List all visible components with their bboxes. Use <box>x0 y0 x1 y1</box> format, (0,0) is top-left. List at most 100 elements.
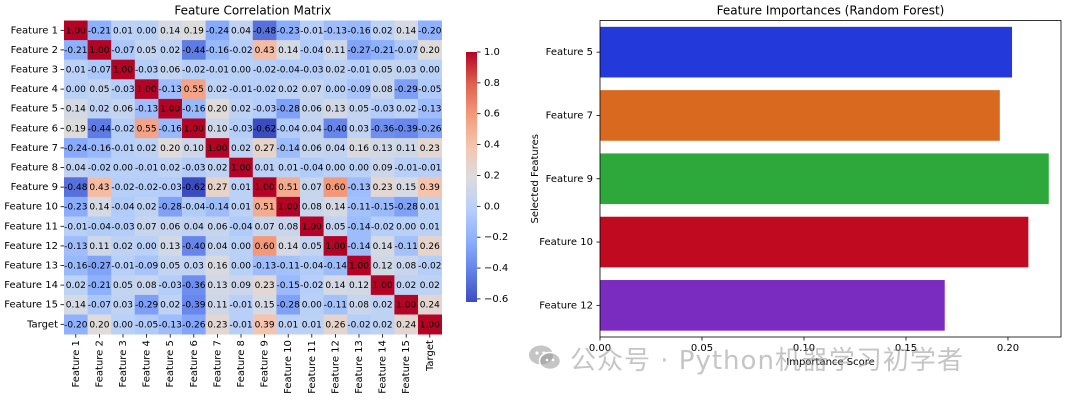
heatmap-cell <box>64 79 88 100</box>
heatmap-cell <box>418 20 442 41</box>
heatmap-cell <box>229 138 254 159</box>
heatmap-cell-label: 0.13 <box>373 144 393 154</box>
heatmap-cell-label: -0.16 <box>206 46 230 56</box>
heatmap-cell <box>370 118 395 139</box>
heatmap-cell-label: -0.16 <box>159 124 183 134</box>
heatmap-cell-label: -0.02 <box>135 183 158 193</box>
heatmap-cell-label: -0.04 <box>300 46 324 56</box>
heatmap-cell <box>323 20 348 41</box>
heatmap-cell <box>111 40 136 61</box>
heatmap-cell-label: 0.03 <box>184 262 204 272</box>
heatmap-cell-label: -0.04 <box>229 222 253 232</box>
heatmap-cell <box>276 98 301 119</box>
heatmap-cell-label: -0.01 <box>229 301 252 311</box>
heatmap-cell-label: 0.26 <box>325 320 345 330</box>
heatmap-cell-label: 0.12 <box>373 262 393 272</box>
heatmap-cell-label: 1.00 <box>137 85 157 95</box>
heatmap-cell-label: 1.00 <box>278 203 298 213</box>
heatmap-cell-label: -0.36 <box>371 124 395 134</box>
heatmap-cell <box>205 255 230 276</box>
heatmap-cell <box>370 255 395 276</box>
heatmap-cell <box>111 255 136 276</box>
heatmap-cell-label: -0.16 <box>88 144 112 154</box>
heatmap-cell-label: 0.08 <box>137 281 157 291</box>
heatmap-cell <box>205 294 230 315</box>
heatmap-cell <box>229 98 254 119</box>
heatmap-cell <box>323 314 348 335</box>
heatmap-cell <box>276 294 301 315</box>
heatmap-cell-label: 0.02 <box>373 320 393 330</box>
heatmap-cell-label: -0.28 <box>277 301 301 311</box>
heatmap-cell-label: 1.00 <box>184 124 204 134</box>
heatmap-cell-label: 1.00 <box>113 66 133 76</box>
heatmap-cell-label: 0.16 <box>207 262 227 272</box>
heatmap-cell-label: 0.05 <box>137 46 157 56</box>
heatmap-cell <box>229 40 254 61</box>
heatmap-cell <box>111 157 136 178</box>
heatmap-cell <box>252 236 277 257</box>
heatmap-cell-label: 0.09 <box>373 164 393 174</box>
heatmap-cell-label: 0.01 <box>231 203 251 213</box>
heatmap-cell <box>134 40 159 61</box>
heatmap-cell-label: -0.28 <box>395 203 419 213</box>
heatmap-cell-label: 0.23 <box>207 320 227 330</box>
colorbar-tick-label: 0.2 <box>484 170 500 181</box>
heatmap-cell-label: 0.02 <box>160 164 180 174</box>
heatmap-cell <box>182 314 206 335</box>
heatmap-cell-label: -0.15 <box>371 203 394 213</box>
heatmap-cell <box>158 138 183 159</box>
watermark-text: 公众号 · Python机器学习初学者 <box>570 345 964 376</box>
heatmap-cell <box>182 98 206 119</box>
heatmap-cell-label: 0.00 <box>325 164 345 174</box>
importance-bar <box>600 280 945 331</box>
heatmap-col-label: Feature 13 <box>354 340 365 394</box>
wechat-icon <box>529 345 562 371</box>
heatmap-cell <box>64 138 88 159</box>
heatmap-cell <box>111 314 136 335</box>
heatmap-cell-label: -0.23 <box>64 203 87 213</box>
heatmap-cell <box>87 118 112 139</box>
heatmap-cell-label: -0.29 <box>395 85 419 95</box>
heatmap-cell <box>347 196 372 217</box>
heatmap-cell-label: -0.13 <box>418 105 441 115</box>
heatmap-cell <box>182 79 206 100</box>
heatmap-cell <box>323 79 348 100</box>
heatmap-cell <box>300 255 324 276</box>
heatmap-cell <box>134 314 159 335</box>
plot-frame <box>599 20 1062 338</box>
heatmap-cell <box>394 275 419 296</box>
heatmap-cell-label: 0.02 <box>137 203 157 213</box>
heatmap-cell <box>87 79 112 100</box>
heatmap-cell-label: 0.03 <box>396 66 416 76</box>
heatmap-cell-label: 0.02 <box>420 281 440 291</box>
heatmap-cell-label: 0.01 <box>231 183 251 193</box>
heatmap-cell-label: -0.13 <box>159 320 182 330</box>
heatmap-cell-label: -0.04 <box>300 164 324 174</box>
heatmap-cell <box>229 255 254 276</box>
heatmap-cell-label: 0.24 <box>420 301 440 311</box>
heatmap-cell <box>252 118 277 139</box>
heatmap-cell-label: 0.08 <box>278 222 298 232</box>
heatmap-cell-label: 0.20 <box>89 320 109 330</box>
heatmap-cell <box>111 138 136 159</box>
importance-bar <box>600 90 1000 141</box>
heatmap-cell-label: -0.01 <box>300 26 323 36</box>
heatmap-cell-label: 0.14 <box>325 281 345 291</box>
heatmap-cell-label: 0.02 <box>325 66 345 76</box>
heatmap-cell <box>229 196 254 217</box>
heatmap-cell <box>229 20 254 41</box>
heatmap-cell <box>418 275 442 296</box>
heatmap-row-label: Feature 2 <box>11 45 58 56</box>
heatmap-cell-label: 1.00 <box>420 320 440 330</box>
heatmap-cell <box>418 255 442 276</box>
heatmap-cell <box>323 157 348 178</box>
heatmap-cell-label: 0.08 <box>302 203 322 213</box>
heatmap-cell-label: 0.11 <box>396 144 416 154</box>
heatmap-cell <box>300 59 324 80</box>
heatmap-cell-label: 0.39 <box>420 183 440 193</box>
heatmap-cell <box>394 255 419 276</box>
heatmap-cell-label: -0.01 <box>206 66 229 76</box>
heatmap-cell <box>229 216 254 237</box>
heatmap-cell-label: 0.27 <box>207 183 227 193</box>
heatmap-cell <box>158 196 183 217</box>
